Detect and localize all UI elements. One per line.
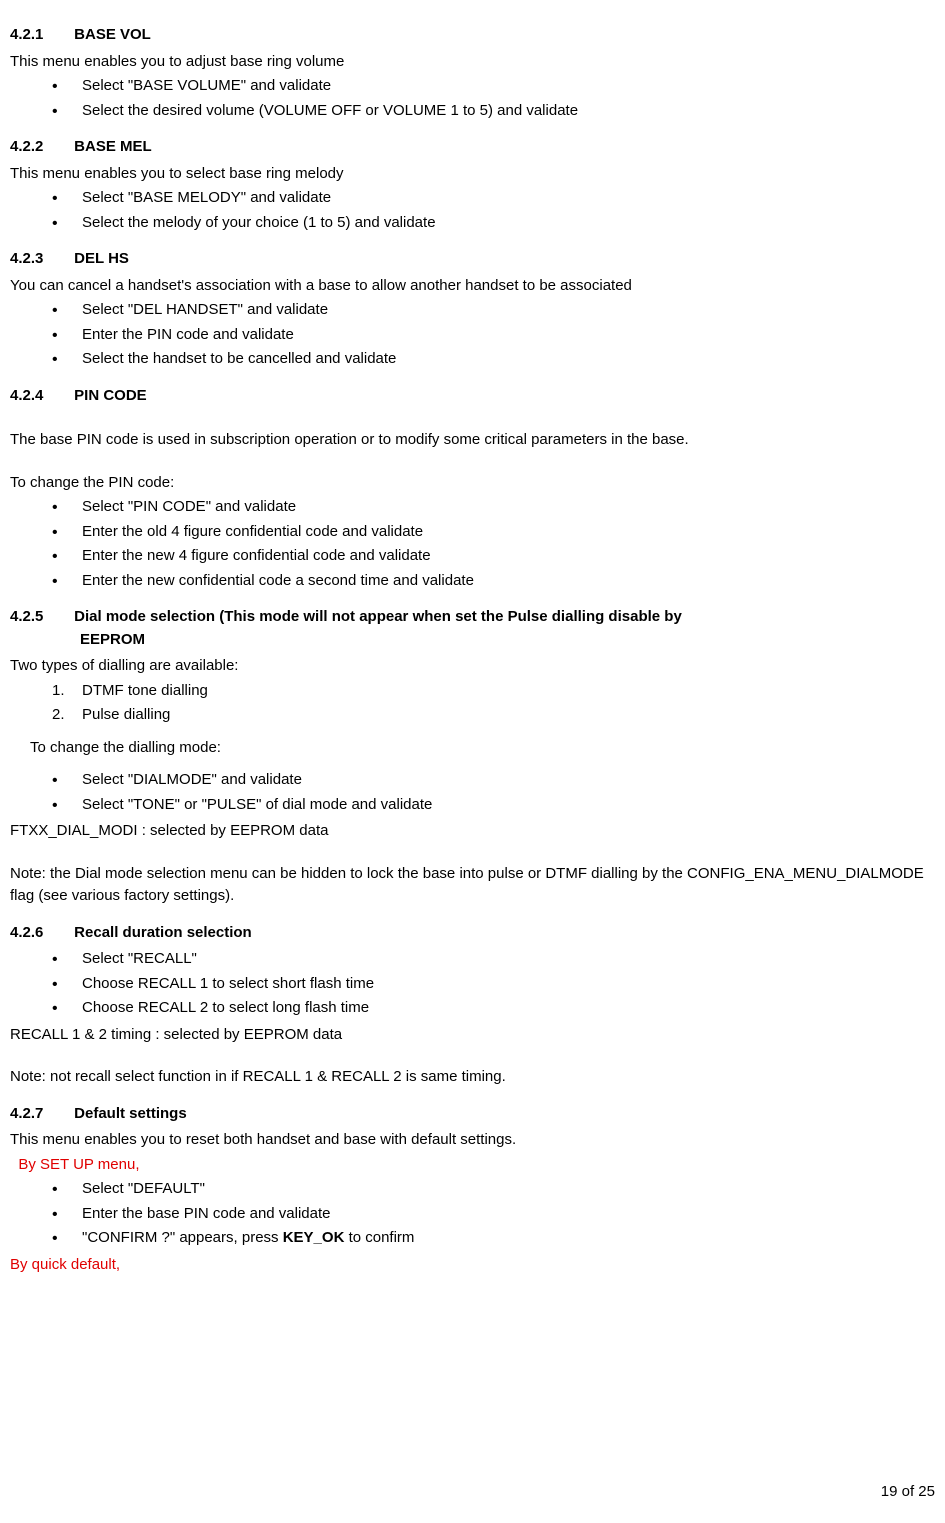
heading-4-2-4: 4.2.4 PIN CODE bbox=[10, 385, 935, 408]
item-text: Pulse dialling bbox=[82, 706, 170, 723]
item-bold: KEY_OK bbox=[283, 1229, 345, 1246]
item-text: DTMF tone dialling bbox=[82, 682, 208, 699]
bullet-list-421: Select "BASE VOLUME" and validate Select… bbox=[10, 75, 935, 122]
note-text: Note: not recall select function in if R… bbox=[10, 1066, 935, 1089]
list-item: Select "DEFAULT" bbox=[52, 1178, 935, 1201]
bullet-list-425: Select "DIALMODE" and validate Select "T… bbox=[10, 769, 935, 816]
heading-4-2-5: 4.2.5 Dial mode selection (This mode wil… bbox=[10, 606, 935, 651]
heading-num: 4.2.6 bbox=[10, 922, 70, 945]
heading-title-line1: Dial mode selection (This mode will not … bbox=[74, 608, 682, 625]
list-item: Enter the new 4 figure confidential code… bbox=[52, 545, 935, 568]
para-text: To change the PIN code: bbox=[10, 472, 935, 495]
heading-4-2-1: 4.2.1 BASE VOL bbox=[10, 24, 935, 47]
item-number: 2. bbox=[52, 704, 65, 727]
red-text-setup: By SET UP menu, bbox=[10, 1154, 935, 1177]
bullet-list-426: Select "RECALL" Choose RECALL 1 to selec… bbox=[10, 948, 935, 1020]
heading-title: Default settings bbox=[74, 1105, 187, 1122]
heading-num: 4.2.2 bbox=[10, 136, 70, 159]
list-item: Choose RECALL 1 to select short flash ti… bbox=[52, 973, 935, 996]
list-item: Select "TONE" or "PULSE" of dial mode an… bbox=[52, 794, 935, 817]
list-item: Enter the new confidential code a second… bbox=[52, 570, 935, 593]
item-number: 1. bbox=[52, 680, 65, 703]
list-item: Select "BASE MELODY" and validate bbox=[52, 187, 935, 210]
heading-title-line2: EEPROM bbox=[10, 629, 935, 652]
heading-4-2-6: 4.2.6 Recall duration selection bbox=[10, 922, 935, 945]
change-text: To change the dialling mode: bbox=[10, 737, 935, 760]
intro-text: This menu enables you to reset both hand… bbox=[10, 1129, 935, 1152]
list-item: Select "DIALMODE" and validate bbox=[52, 769, 935, 792]
intro-text: This menu enables you to select base rin… bbox=[10, 163, 935, 186]
list-item: 2. Pulse dialling bbox=[52, 704, 935, 727]
heading-title: BASE VOL bbox=[74, 26, 151, 43]
heading-title: PIN CODE bbox=[74, 387, 147, 404]
note-text: Note: the Dial mode selection menu can b… bbox=[10, 863, 935, 908]
ftxx-text: FTXX_DIAL_MODI : selected by EEPROM data bbox=[10, 820, 935, 843]
item-pre: "CONFIRM ?" appears, press bbox=[82, 1229, 283, 1246]
bullet-list-427: Select "DEFAULT" Enter the base PIN code… bbox=[10, 1178, 935, 1250]
list-item: Enter the old 4 figure confidential code… bbox=[52, 521, 935, 544]
intro-text: Two types of dialling are available: bbox=[10, 655, 935, 678]
bullet-list-422: Select "BASE MELODY" and validate Select… bbox=[10, 187, 935, 234]
list-item: Enter the base PIN code and validate bbox=[52, 1203, 935, 1226]
heading-4-2-2: 4.2.2 BASE MEL bbox=[10, 136, 935, 159]
heading-num: 4.2.3 bbox=[10, 248, 70, 271]
bullet-list-424: Select "PIN CODE" and validate Enter the… bbox=[10, 496, 935, 592]
list-item: Choose RECALL 2 to select long flash tim… bbox=[52, 997, 935, 1020]
list-item: Select "RECALL" bbox=[52, 948, 935, 971]
page-number: 19 of 25 bbox=[881, 1481, 935, 1504]
timing-text: RECALL 1 & 2 timing : selected by EEPROM… bbox=[10, 1024, 935, 1047]
heading-title: DEL HS bbox=[74, 250, 129, 267]
heading-4-2-3: 4.2.3 DEL HS bbox=[10, 248, 935, 271]
heading-num: 4.2.7 bbox=[10, 1103, 70, 1126]
list-item: Enter the PIN code and validate bbox=[52, 324, 935, 347]
list-item: Select the melody of your choice (1 to 5… bbox=[52, 212, 935, 235]
list-item: Select the desired volume (VOLUME OFF or… bbox=[52, 100, 935, 123]
list-item: 1. DTMF tone dialling bbox=[52, 680, 935, 703]
heading-4-2-7: 4.2.7 Default settings bbox=[10, 1103, 935, 1126]
list-item: Select "BASE VOLUME" and validate bbox=[52, 75, 935, 98]
intro-text: You can cancel a handset's association w… bbox=[10, 275, 935, 298]
heading-num: 4.2.1 bbox=[10, 24, 70, 47]
item-post: to confirm bbox=[344, 1229, 414, 1246]
intro-text: This menu enables you to adjust base rin… bbox=[10, 51, 935, 74]
list-item: "CONFIRM ?" appears, press KEY_OK to con… bbox=[52, 1227, 935, 1250]
heading-title: BASE MEL bbox=[74, 138, 152, 155]
para-text: The base PIN code is used in subscriptio… bbox=[10, 429, 935, 452]
list-item: Select the handset to be cancelled and v… bbox=[52, 348, 935, 371]
red-text-quick: By quick default, bbox=[10, 1254, 935, 1277]
heading-title: Recall duration selection bbox=[74, 924, 252, 941]
list-item: Select "PIN CODE" and validate bbox=[52, 496, 935, 519]
numbered-list-425: 1. DTMF tone dialling 2. Pulse dialling bbox=[10, 680, 935, 727]
heading-num: 4.2.4 bbox=[10, 385, 70, 408]
heading-num: 4.2.5 bbox=[10, 606, 70, 629]
bullet-list-423: Select "DEL HANDSET" and validate Enter … bbox=[10, 299, 935, 371]
list-item: Select "DEL HANDSET" and validate bbox=[52, 299, 935, 322]
